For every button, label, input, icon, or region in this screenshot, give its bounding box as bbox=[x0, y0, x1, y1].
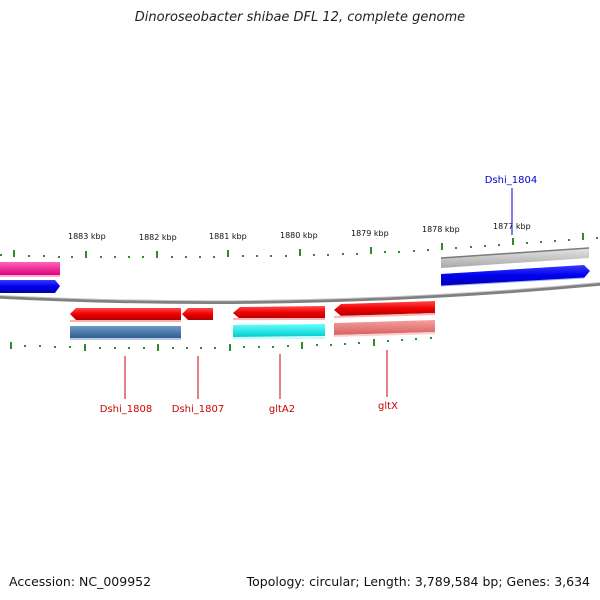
gene-dshi-1808 bbox=[70, 308, 181, 320]
gene-dshi-1807 bbox=[182, 308, 213, 320]
ruler-label-1879: 1879 kbp bbox=[351, 229, 389, 238]
gene-label-glta2[interactable]: gltA2 bbox=[269, 404, 295, 415]
feature-bar-salmon bbox=[334, 320, 435, 335]
forward-features-right bbox=[440, 247, 590, 287]
gene-pink-feature bbox=[0, 262, 60, 275]
accession-text: Accession: NC_009952 bbox=[9, 574, 152, 589]
forward-features-left bbox=[0, 262, 60, 293]
ruler-label-1881: 1881 kbp bbox=[209, 232, 247, 241]
gene-gltx bbox=[334, 301, 435, 316]
reverse-features bbox=[70, 301, 435, 322]
protein-feature-bars bbox=[70, 320, 435, 340]
gene-dshi-1804 bbox=[441, 265, 590, 286]
gene-glta2 bbox=[233, 306, 325, 319]
inner-tick-row bbox=[10, 337, 432, 351]
ruler-label-1878: 1878 kbp bbox=[422, 225, 460, 234]
gene-label-dshi-1808[interactable]: Dshi_1808 bbox=[100, 404, 152, 415]
gene-label-gltx[interactable]: gltX bbox=[378, 401, 398, 412]
feature-bar-cyan bbox=[233, 324, 325, 337]
ruler-labels: 1883 kbp 1882 kbp 1881 kbp 1880 kbp 1879… bbox=[68, 222, 531, 242]
gene-label-dshi-1807[interactable]: Dshi_1807 bbox=[172, 404, 224, 415]
ruler-label-1883: 1883 kbp bbox=[68, 232, 106, 241]
genome-backbone bbox=[0, 282, 600, 304]
map-title: Dinoroseobacter shibae DFL 12, complete … bbox=[134, 10, 466, 25]
outer-tick-row bbox=[0, 233, 598, 258]
feature-bar-steel bbox=[70, 326, 181, 338]
label-leaders bbox=[124, 188, 513, 399]
gene-label-dshi-1804[interactable]: Dshi_1804 bbox=[485, 175, 537, 186]
ruler-label-1880: 1880 kbp bbox=[280, 231, 318, 240]
gene-labels: Dshi_1804 Dshi_1808 Dshi_1807 gltA2 gltX bbox=[100, 175, 537, 415]
gene-grey-feature bbox=[441, 248, 589, 268]
genome-summary-text: Topology: circular; Length: 3,789,584 bp… bbox=[246, 574, 590, 589]
ruler-label-1882: 1882 kbp bbox=[139, 233, 177, 242]
gene-blue-left-feature bbox=[0, 280, 60, 293]
